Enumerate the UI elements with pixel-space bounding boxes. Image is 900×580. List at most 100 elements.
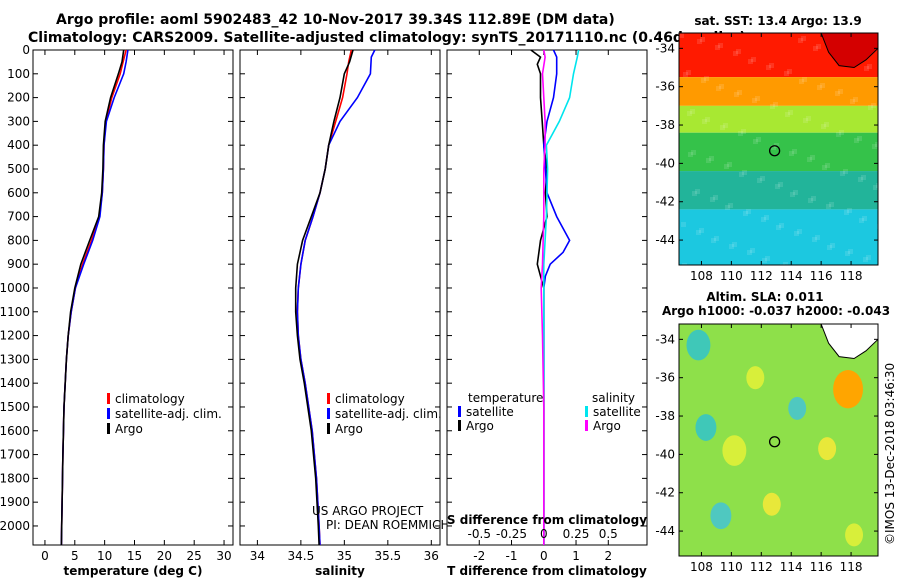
salinity-legend-climatology-label: climatology <box>335 392 405 406</box>
sst-pixel <box>859 218 864 223</box>
sla-map-title2: Argo h1000: -0.037 h2000: -0.043 <box>662 304 890 318</box>
salinity-legend-satellite-swatch <box>327 408 330 419</box>
sst-pixel <box>821 124 826 129</box>
lat-tick-label: -36 <box>655 80 675 94</box>
sst-pixel <box>844 210 849 215</box>
sst-pixel <box>750 248 755 253</box>
sst-pixel <box>682 263 687 265</box>
lon-tick-label: 110 <box>720 560 743 574</box>
x-tick-label: 0 <box>41 549 49 563</box>
sst-pixel <box>825 163 830 168</box>
lon-tick-label: 108 <box>690 269 713 283</box>
sst-pixel <box>797 229 802 234</box>
x-tick-label: -1 <box>506 549 518 563</box>
sst-pixel <box>704 76 709 81</box>
sst-pixel <box>836 132 841 137</box>
difference-legend-s_argo-label: Argo <box>593 419 621 433</box>
temperature-panel: 0100200300400500600700800900100011001200… <box>0 43 234 578</box>
sla-anomaly-blob <box>762 492 781 516</box>
sst-pixel <box>733 51 738 56</box>
sst-pixel <box>746 209 751 214</box>
sst-pixel <box>692 191 697 196</box>
series-s_argo <box>540 49 546 545</box>
s-tick-label: -0.25 <box>496 527 527 541</box>
sst-pixel <box>868 105 873 110</box>
land-western-australia <box>820 33 878 69</box>
sst-pixel <box>790 192 795 197</box>
depth-tick-label: 800 <box>7 233 30 247</box>
sst-map-title: sat. SST: 13.4 Argo: 13.9 <box>694 14 861 28</box>
difference-s-axis-label: S difference from climatology <box>447 513 647 527</box>
sst-pixel <box>862 216 867 221</box>
lat-tick-label: -42 <box>655 486 675 500</box>
sst-pixel <box>691 150 696 155</box>
sst-pixel <box>724 164 729 169</box>
sst-pixel <box>752 98 757 103</box>
sst-map: sat. SST: 13.4 Argo: 13.9 -34 -36 -38 -40 -42… <box>655 14 879 283</box>
temperature-legend-argo-swatch <box>107 423 110 434</box>
sla-map-field <box>679 324 878 556</box>
sst-pixel <box>696 230 701 235</box>
depth-tick-label: 400 <box>7 138 30 152</box>
sst-pixel <box>866 255 871 260</box>
sst-pixel <box>747 250 752 255</box>
sst-pixel <box>734 92 739 97</box>
depth-tick-label: 1800 <box>0 471 30 485</box>
sst-pixel <box>690 109 695 114</box>
depth-tick-label: 600 <box>7 186 30 200</box>
sst-pixel <box>803 118 808 123</box>
sla-anomaly-blob <box>833 370 864 409</box>
sst-pixel <box>743 211 748 216</box>
sst-pixel <box>785 112 790 117</box>
sla-anomaly-blob <box>686 329 711 361</box>
sst-pixel <box>829 202 834 207</box>
lon-tick-label: 118 <box>840 560 863 574</box>
sst-band <box>679 77 878 106</box>
depth-tick-label: 2000 <box>0 519 30 533</box>
sst-pixel <box>822 165 827 170</box>
sst-pixel <box>779 223 784 228</box>
sst-pixel <box>718 43 723 48</box>
sst-pixel <box>827 245 832 250</box>
sst-pixel <box>775 184 780 189</box>
x-tick-label: 35.5 <box>374 549 401 563</box>
depth-tick-label: 1400 <box>0 376 30 390</box>
salinity-panel: 34 34.5 35 35.5 36 climatologysatellite-adj. … <box>239 49 449 578</box>
sst-pixel <box>739 172 744 177</box>
imos-credit: ©IMOS 13-Dec-2018 03:46:30 <box>883 363 897 545</box>
sst-pixel <box>760 176 765 181</box>
difference-legend-s_sat-swatch <box>585 406 588 417</box>
sst-pixel <box>776 225 781 230</box>
sst-pixel <box>816 44 821 49</box>
sst-pixel <box>840 171 845 176</box>
sst-pixel <box>771 145 776 150</box>
difference-legend-s_sat-label: satellite <box>593 405 641 419</box>
sst-band <box>679 171 878 210</box>
sst-pixel <box>806 116 811 121</box>
temperature-legend-satellite-swatch <box>107 408 110 419</box>
sst-pixel <box>715 45 720 50</box>
temperature-legend-satellite-label: satellite-adj. clim. <box>115 407 222 421</box>
difference-legend-temperature-title: temperature <box>468 391 543 405</box>
sst-pixel <box>783 262 788 265</box>
lat-tick-label: -36 <box>655 371 675 385</box>
sst-pixel <box>719 84 724 89</box>
sst-pixel <box>751 57 756 62</box>
salinity-legend-argo-label: Argo <box>335 422 363 436</box>
lat-tick-label: -40 <box>655 156 675 170</box>
difference-legend-salinity-title: salinity <box>592 391 635 405</box>
x-tick-label: 34 <box>250 549 265 563</box>
sst-pixel <box>716 86 721 91</box>
sst-pixel <box>801 36 806 41</box>
salinity-legend-argo-swatch <box>327 423 330 434</box>
s-tick-label: 0.25 <box>563 527 590 541</box>
series-argo <box>294 49 354 546</box>
depth-tick-label: 300 <box>7 114 30 128</box>
land-western-australia <box>820 324 878 360</box>
sst-pixel <box>702 119 707 124</box>
x-tick-label: 1 <box>572 549 580 563</box>
salinity-annotation-pi: PI: DEAN ROEMMICH <box>326 518 449 532</box>
sst-pixel <box>728 203 733 208</box>
salinity-annotation-project: US ARGO PROJECT <box>312 504 424 518</box>
